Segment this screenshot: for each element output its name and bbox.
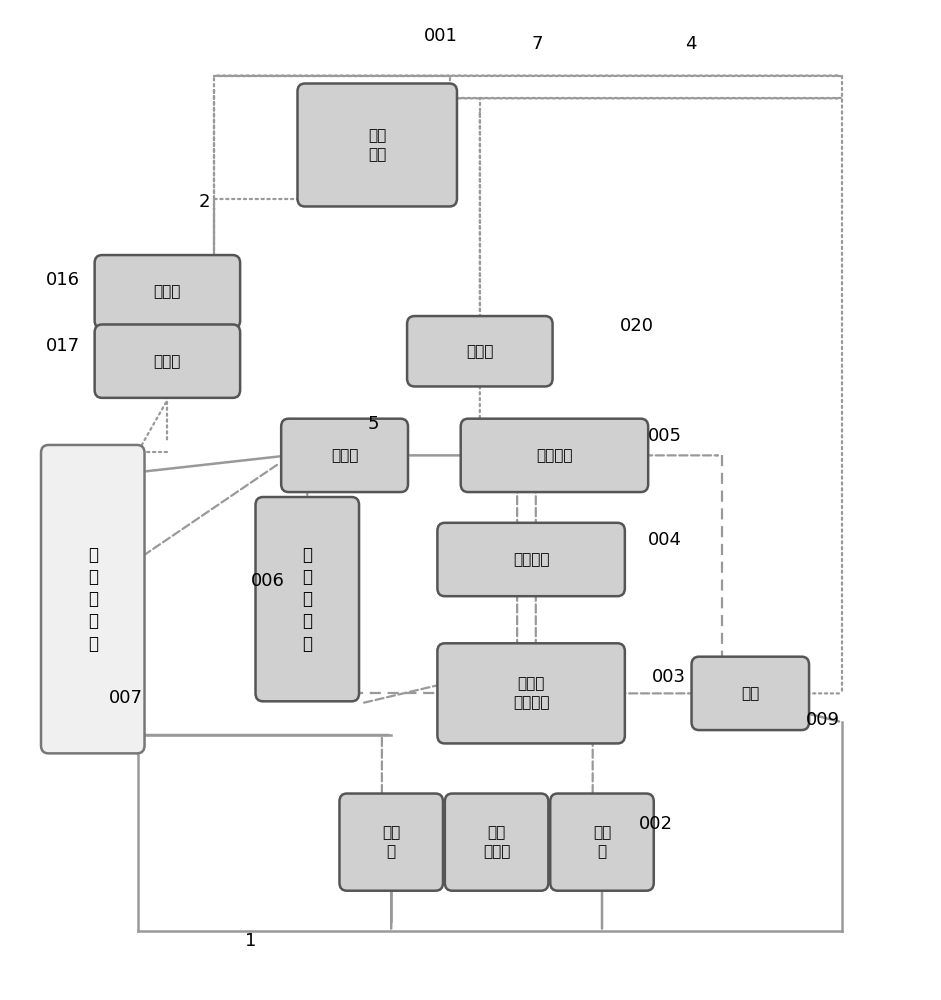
Text: 004: 004 (647, 531, 681, 549)
Text: 009: 009 (806, 711, 840, 729)
Text: 002: 002 (638, 815, 673, 833)
Text: 4: 4 (685, 35, 696, 53)
FancyBboxPatch shape (41, 445, 145, 753)
FancyBboxPatch shape (297, 84, 457, 206)
FancyBboxPatch shape (256, 497, 359, 701)
Text: 020: 020 (620, 317, 654, 335)
Text: 节流阀: 节流阀 (153, 354, 181, 369)
FancyBboxPatch shape (95, 324, 240, 398)
Text: 001: 001 (423, 27, 457, 45)
Text: 暖风: 暖风 (742, 686, 759, 701)
Text: 007: 007 (108, 689, 143, 707)
FancyBboxPatch shape (692, 657, 809, 730)
Text: 开关式
机械水泵: 开关式 机械水泵 (513, 677, 550, 710)
FancyBboxPatch shape (95, 255, 240, 328)
Text: 缸盖水套: 缸盖水套 (536, 448, 573, 463)
Text: 高
温
散
热
器: 高 温 散 热 器 (88, 546, 98, 653)
Text: 机
油
冷
却
器: 机 油 冷 却 器 (302, 546, 312, 653)
FancyBboxPatch shape (407, 316, 552, 386)
Text: 016: 016 (46, 271, 80, 289)
Text: 膨胀
水箱: 膨胀 水箱 (368, 128, 387, 162)
Text: 003: 003 (652, 668, 686, 686)
Text: 电子
节温器: 电子 节温器 (483, 825, 510, 859)
Text: 副阀
门: 副阀 门 (593, 825, 611, 859)
Text: 7: 7 (531, 35, 543, 53)
Text: 节流阀: 节流阀 (466, 344, 493, 359)
FancyBboxPatch shape (461, 419, 648, 492)
Text: 缸体水套: 缸体水套 (513, 552, 550, 567)
Text: 单向阀: 单向阀 (153, 284, 181, 299)
Text: 5: 5 (368, 415, 379, 433)
FancyBboxPatch shape (281, 419, 408, 492)
FancyBboxPatch shape (438, 643, 625, 743)
Text: 出水口: 出水口 (331, 448, 359, 463)
FancyBboxPatch shape (550, 794, 654, 891)
Text: 2: 2 (199, 193, 210, 211)
Text: 017: 017 (46, 337, 80, 355)
FancyBboxPatch shape (340, 794, 443, 891)
Text: 1: 1 (245, 932, 256, 950)
FancyBboxPatch shape (445, 794, 549, 891)
Text: 005: 005 (647, 427, 681, 445)
FancyBboxPatch shape (438, 523, 625, 596)
Text: 006: 006 (251, 572, 285, 590)
Text: 主阀
门: 主阀 门 (382, 825, 400, 859)
